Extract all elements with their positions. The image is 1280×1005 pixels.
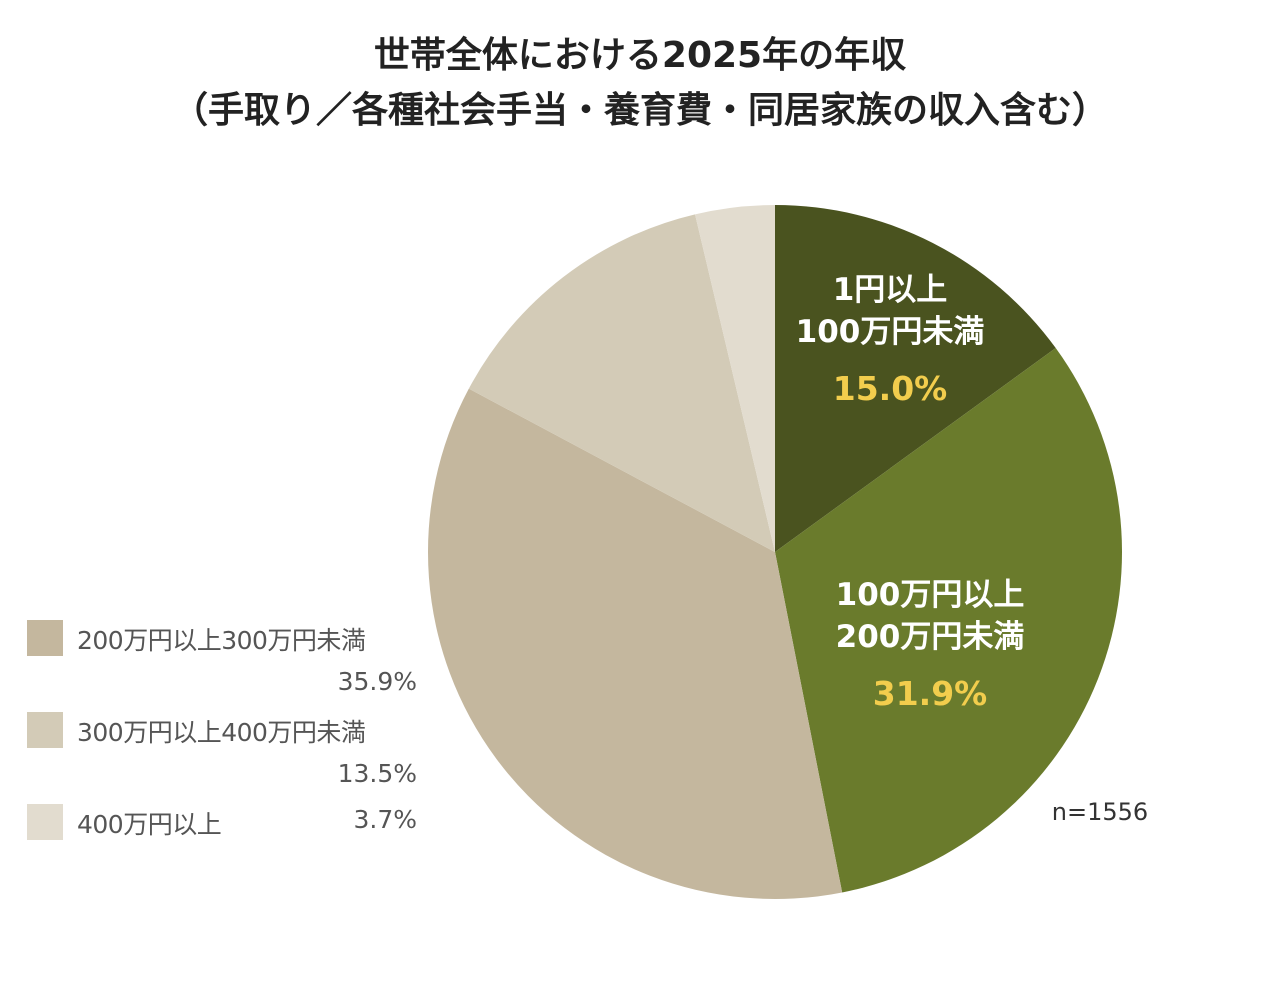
chart-title-line-1: 世帯全体における2025年の年収 — [373, 35, 907, 76]
pie-slice — [775, 348, 1123, 893]
legend-swatch — [27, 620, 63, 656]
slice-value-label: 31.9% — [873, 674, 988, 713]
chart-title: 世帯全体における2025年の年収 （手取り／各種社会手当・養育費・同居家族の収入… — [0, 28, 1280, 138]
slice-label: 1円以上 — [833, 272, 948, 308]
pie-slice — [775, 205, 1056, 552]
legend-item: 200万円以上300万円未満 35.9% — [27, 617, 427, 709]
legend-label: 300万円以上400万円未満 — [77, 718, 366, 747]
legend-label: 400万円以上 — [77, 810, 222, 839]
legend: 200万円以上300万円未満 35.9% 300万円以上400万円未満 13.5… — [27, 617, 427, 851]
slice-label: 200万円未満 — [836, 619, 1025, 655]
slice-label: 100万円以上 — [836, 577, 1025, 613]
legend-value: 13.5% — [337, 759, 417, 788]
legend-value: 3.7% — [353, 805, 417, 834]
legend-label: 200万円以上300万円未満 — [77, 626, 366, 655]
sample-size-label: n=1556 — [1052, 798, 1148, 826]
pie-slice — [695, 205, 775, 552]
legend-item: 400万円以上 3.7% — [27, 801, 427, 851]
slice-label: 100万円未満 — [796, 314, 985, 350]
legend-item: 300万円以上400万円未満 13.5% — [27, 709, 427, 801]
pie-slice — [468, 214, 775, 552]
chart-title-line-2: （手取り／各種社会手当・養育費・同居家族の収入含む） — [171, 90, 1108, 131]
legend-swatch — [27, 712, 63, 748]
legend-value: 35.9% — [337, 667, 417, 696]
slice-value-label: 15.0% — [833, 369, 948, 408]
legend-swatch — [27, 804, 63, 840]
pie-slice — [427, 388, 843, 900]
